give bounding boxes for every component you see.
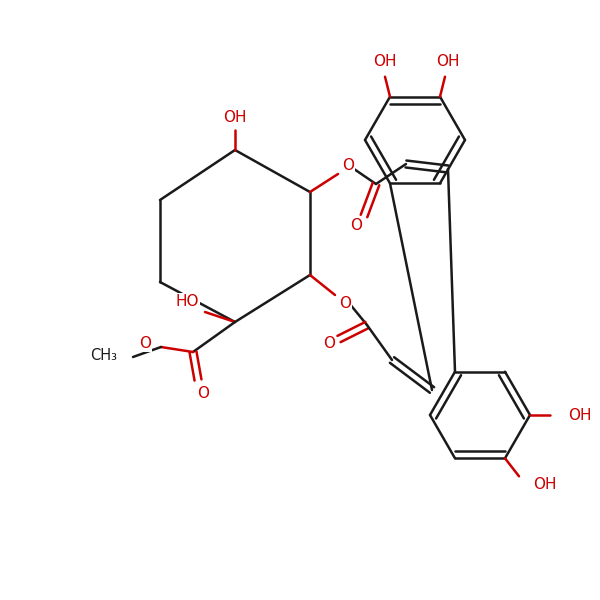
- Text: OH: OH: [533, 477, 557, 492]
- Text: OH: OH: [223, 109, 247, 124]
- Text: OH: OH: [373, 54, 397, 69]
- Text: OH: OH: [436, 54, 460, 69]
- Text: O: O: [342, 158, 354, 173]
- Text: O: O: [197, 386, 209, 401]
- Text: OH: OH: [568, 407, 592, 422]
- Text: O: O: [339, 295, 351, 311]
- Text: HO: HO: [175, 295, 199, 310]
- Text: O: O: [350, 218, 362, 233]
- Text: O: O: [139, 335, 151, 350]
- Text: O: O: [323, 337, 335, 352]
- Text: CH₃: CH₃: [90, 347, 117, 362]
